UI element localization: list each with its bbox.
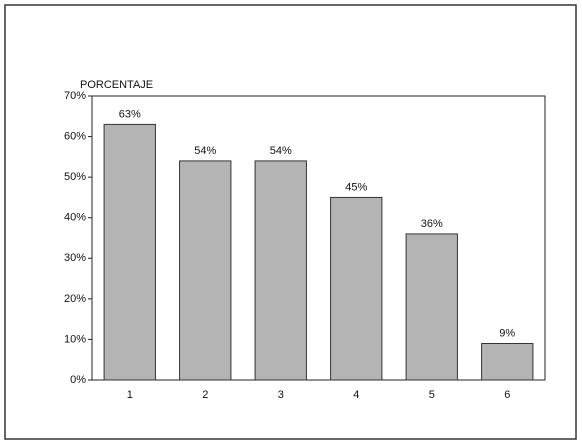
y-tick-label: 70% [64,90,86,102]
value-label: 63% [119,108,141,120]
x-tick-label: 6 [504,389,510,401]
bar [330,196,383,381]
y-tick-label: 30% [64,252,86,264]
value-label: 54% [270,145,292,157]
frame [4,4,577,440]
value-label: 36% [421,218,443,230]
bar [179,160,232,381]
value-label: 54% [194,145,216,157]
value-label: 45% [345,181,367,193]
y-tick-label: 60% [64,130,86,142]
y-axis-label: PORCENTAJE [80,79,153,91]
y-tick-label: 50% [64,171,86,183]
y-tick-label: 40% [64,212,86,224]
bar [405,233,458,381]
bar [103,123,156,381]
x-tick-label: 5 [429,389,435,401]
x-tick-label: 2 [202,389,208,401]
bar [481,342,534,381]
x-tick-label: 4 [353,389,359,401]
y-tick-label: 0% [70,374,86,386]
value-label: 9% [499,327,515,339]
y-tick-label: 10% [64,333,86,345]
plot-area [91,95,546,381]
bar [254,160,307,381]
x-tick-label: 1 [127,389,133,401]
x-tick-label: 3 [278,389,284,401]
y-tick-label: 20% [64,293,86,305]
